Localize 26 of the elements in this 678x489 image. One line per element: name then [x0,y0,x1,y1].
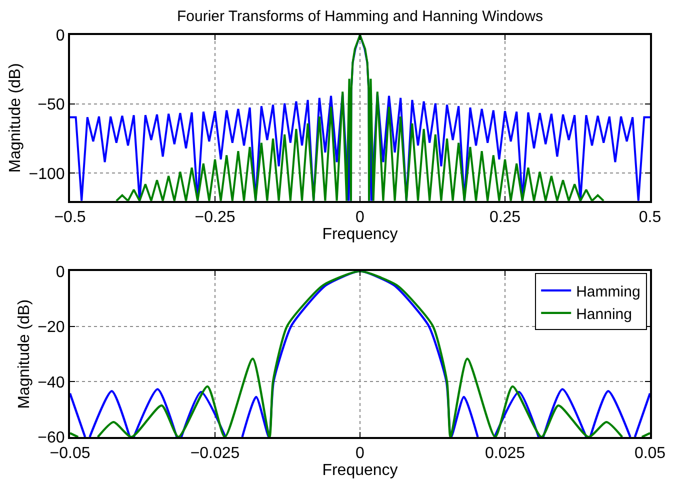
legend-label: Hanning [576,306,632,323]
x-tick-label: 0.025 [484,445,526,462]
x-tick-label: −0.05 [50,445,90,462]
line-series [70,35,650,201]
y-tick-label: −40 [38,374,65,392]
line-series [115,35,605,201]
y-tick-label: −20 [38,319,65,336]
y-tick-label: 0 [56,28,65,45]
x-axis-title: Frequency [322,462,398,480]
y-axis-title: Magnitude (dB) [16,299,34,409]
legend-label: Hamming [576,283,640,300]
y-tick-label: −100 [28,166,65,183]
x-tick-label: 0.05 [634,445,666,462]
x-tick-label: 0.5 [638,209,662,226]
x-axis-title: Frequency [322,226,398,244]
y-tick-label: 0 [56,264,65,281]
x-tick-label: 0.25 [489,209,521,226]
chart-title: Fourier Transforms of Hamming and Hanning Windows [177,8,543,25]
x-tick-label: −0.25 [194,209,236,226]
x-tick-label: 0 [356,209,365,226]
x-tick-label: −0.025 [190,445,240,462]
y-axis-title: Magnitude (dB) [7,63,24,173]
x-tick-label: −0.5 [54,209,86,226]
y-tick-label: −50 [38,96,65,114]
x-tick-label: 0 [356,445,365,462]
y-tick-label: −60 [38,430,65,447]
